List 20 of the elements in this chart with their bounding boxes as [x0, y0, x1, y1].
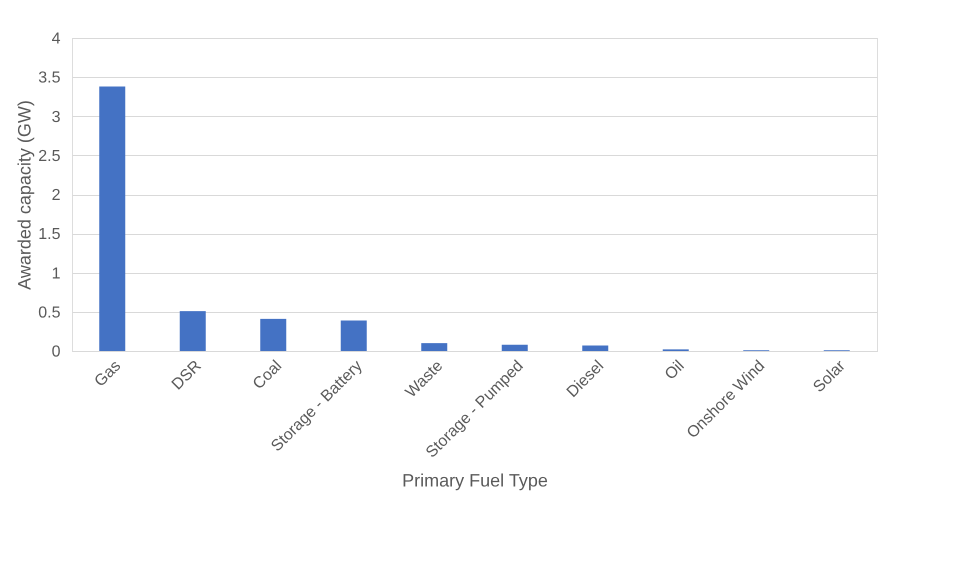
bar [582, 346, 608, 351]
bar [340, 320, 367, 351]
y-tick-label: 4 [52, 30, 61, 48]
bar [421, 343, 448, 351]
y-tick-label: 3.5 [38, 70, 61, 87]
x-tick-label: Gas [92, 358, 124, 390]
y-tick-label: 1.5 [38, 226, 61, 244]
x-tick-label: Oil [662, 358, 688, 384]
x-axis-title: Primary Fuel Type [402, 470, 548, 491]
bar [502, 344, 528, 351]
y-tick-label: 2.5 [38, 148, 61, 165]
y-axis-title: Awarded capacity (GW) [14, 100, 34, 290]
bar [99, 86, 126, 351]
bar [180, 311, 206, 351]
y-tick-label: 3 [52, 108, 61, 126]
y-tick-label: 0.5 [38, 304, 61, 322]
bar [260, 318, 286, 351]
y-tick-label: 0 [52, 344, 61, 360]
y-tick-label: 2 [52, 187, 61, 204]
y-tick-label: 1 [52, 265, 61, 282]
